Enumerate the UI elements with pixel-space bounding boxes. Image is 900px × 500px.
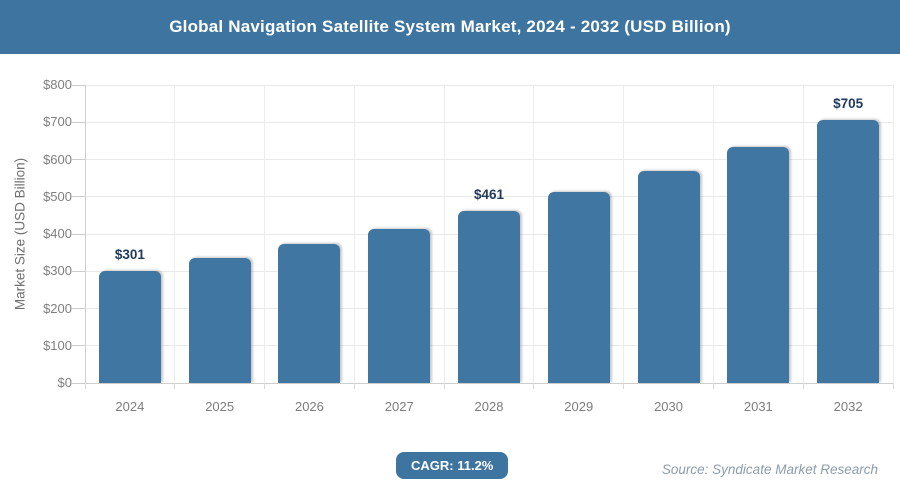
gridline-horizontal — [85, 382, 893, 384]
gridline-vertical — [623, 85, 625, 383]
gridline-vertical — [892, 85, 894, 383]
chart-title-bar: Global Navigation Satellite System Marke… — [0, 0, 900, 54]
gridline-vertical — [712, 85, 714, 383]
bar-2028 — [458, 211, 520, 383]
y-axis-tick — [72, 382, 85, 384]
bar-value-label: $705 — [833, 96, 864, 112]
y-tick-label: $800 — [43, 77, 72, 92]
x-tick-label: 2028 — [474, 399, 504, 414]
y-axis-tick — [72, 233, 85, 235]
y-tick-label: $600 — [43, 151, 72, 167]
y-tick-label: $400 — [43, 226, 72, 241]
x-axis-tick — [712, 383, 714, 389]
x-tick-label: 2024 — [115, 399, 145, 414]
y-axis-tick — [72, 196, 85, 198]
bar-2032 — [817, 120, 880, 383]
x-axis-tick — [174, 383, 176, 389]
x-axis-tick — [623, 383, 625, 389]
x-tick-label: 2030 — [654, 399, 683, 414]
gridline-vertical — [84, 85, 86, 383]
y-axis-tick — [72, 121, 85, 123]
y-tick-label: $300 — [43, 263, 72, 279]
y-axis-tick — [72, 270, 85, 272]
x-tick-label: 2032 — [833, 399, 863, 414]
gridline-horizontal — [85, 84, 893, 86]
chart-title: Global Navigation Satellite System Marke… — [169, 17, 731, 36]
gridline-vertical — [533, 85, 535, 383]
bar-2030 — [637, 171, 700, 383]
gridline-vertical — [353, 85, 355, 383]
bar-2027 — [368, 228, 431, 383]
x-axis-tick — [84, 383, 86, 389]
bar-2026 — [278, 244, 341, 383]
gridline-vertical — [264, 85, 266, 383]
x-tick-label: 2026 — [294, 399, 324, 414]
x-axis-tick — [892, 383, 894, 389]
bar-value-label: $461 — [473, 187, 505, 203]
y-tick-label: $0 — [57, 375, 72, 390]
x-tick-label: 2031 — [743, 399, 773, 414]
gridline-vertical — [174, 85, 176, 383]
bar-2031 — [727, 147, 790, 383]
x-axis-tick — [264, 383, 266, 389]
y-tick-label: $200 — [43, 300, 72, 316]
source-attribution: Source: Syndicate Market Research — [661, 462, 878, 477]
bar-2024 — [98, 270, 161, 383]
x-axis-tick — [802, 383, 804, 389]
x-tick-label: 2027 — [384, 399, 414, 414]
x-axis-tick — [443, 383, 445, 389]
x-tick-label: 2029 — [564, 399, 594, 414]
x-tick-label: 2025 — [205, 399, 235, 414]
bar-2029 — [547, 192, 610, 383]
y-tick-label: $500 — [43, 188, 72, 204]
x-axis-tick — [353, 383, 355, 389]
y-axis-tick — [72, 159, 85, 160]
bar-2025 — [188, 258, 251, 383]
y-axis-title: Market Size (USD Billion) — [12, 157, 28, 311]
cagr-badge: CAGR: 11.2% — [396, 452, 509, 479]
y-axis-tick — [72, 84, 85, 86]
y-tick-label: $700 — [43, 114, 72, 130]
x-axis-tick — [533, 383, 535, 389]
gridline-horizontal — [85, 121, 893, 123]
gridline-horizontal — [85, 159, 893, 160]
bar-value-label: $301 — [114, 246, 145, 262]
gridline-vertical — [443, 85, 445, 383]
gridline-vertical — [802, 85, 804, 383]
gridline-horizontal — [85, 196, 893, 198]
y-axis-tick — [72, 308, 85, 309]
y-tick-label: $100 — [43, 337, 72, 353]
y-axis-tick — [72, 345, 85, 347]
